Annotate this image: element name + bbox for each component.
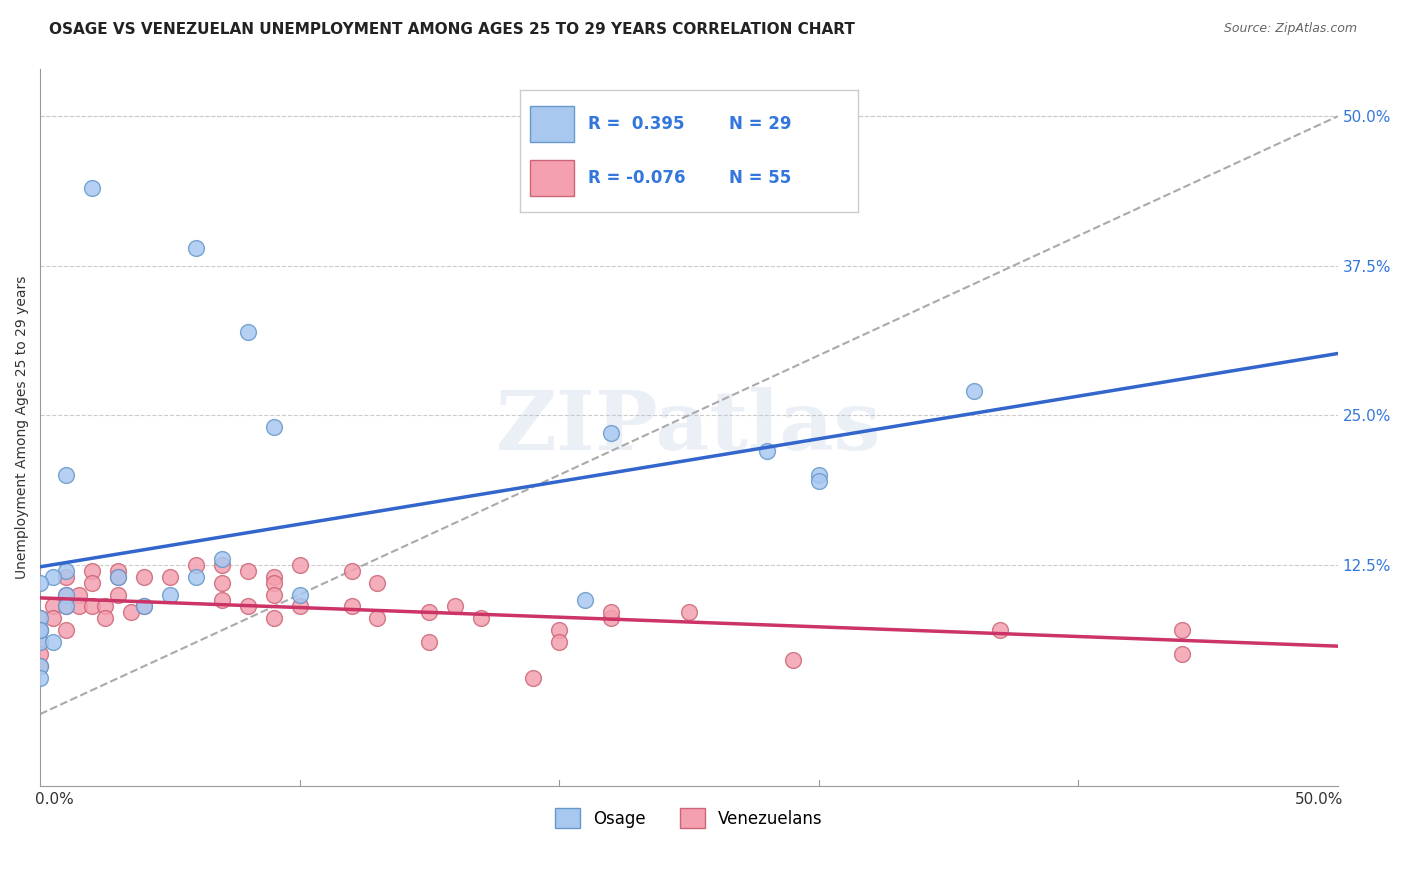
Point bbox=[94, 611, 117, 625]
Point bbox=[263, 611, 285, 625]
Point bbox=[80, 599, 103, 614]
Point bbox=[1171, 648, 1194, 662]
Point bbox=[80, 181, 103, 195]
Point bbox=[30, 659, 52, 673]
Point bbox=[600, 426, 623, 441]
Point bbox=[42, 599, 65, 614]
Point bbox=[132, 569, 155, 583]
Point bbox=[30, 635, 52, 649]
Point bbox=[107, 569, 129, 583]
Text: OSAGE VS VENEZUELAN UNEMPLOYMENT AMONG AGES 25 TO 29 YEARS CORRELATION CHART: OSAGE VS VENEZUELAN UNEMPLOYMENT AMONG A… bbox=[49, 22, 855, 37]
Point bbox=[988, 624, 1011, 638]
Point bbox=[211, 558, 233, 572]
Point bbox=[30, 624, 52, 638]
Point bbox=[288, 587, 311, 601]
Point bbox=[42, 611, 65, 625]
Point bbox=[263, 575, 285, 590]
Point bbox=[548, 635, 571, 649]
Point bbox=[807, 474, 830, 488]
Point bbox=[444, 599, 467, 614]
Point bbox=[1171, 624, 1194, 638]
Point bbox=[159, 587, 181, 601]
Point bbox=[42, 635, 65, 649]
Y-axis label: Unemployment Among Ages 25 to 29 years: Unemployment Among Ages 25 to 29 years bbox=[15, 276, 30, 579]
Point bbox=[211, 551, 233, 566]
Point bbox=[418, 635, 440, 649]
Point bbox=[80, 575, 103, 590]
Point bbox=[107, 564, 129, 578]
Point bbox=[55, 587, 77, 601]
Point bbox=[807, 467, 830, 482]
Point bbox=[107, 587, 129, 601]
Point bbox=[366, 611, 388, 625]
Point bbox=[522, 671, 544, 685]
Point bbox=[340, 599, 363, 614]
Point bbox=[132, 599, 155, 614]
Point bbox=[30, 611, 52, 625]
Point bbox=[211, 593, 233, 607]
Point bbox=[418, 606, 440, 620]
Point bbox=[67, 599, 90, 614]
Point bbox=[67, 587, 90, 601]
Point bbox=[107, 569, 129, 583]
Point bbox=[30, 671, 52, 685]
Point bbox=[600, 606, 623, 620]
Point bbox=[470, 611, 492, 625]
Point bbox=[132, 599, 155, 614]
Point bbox=[211, 575, 233, 590]
Point bbox=[30, 624, 52, 638]
Text: Source: ZipAtlas.com: Source: ZipAtlas.com bbox=[1223, 22, 1357, 36]
Point bbox=[263, 420, 285, 434]
Point bbox=[55, 569, 77, 583]
Point bbox=[55, 467, 77, 482]
Point bbox=[55, 564, 77, 578]
Point bbox=[55, 599, 77, 614]
Legend: Osage, Venezuelans: Osage, Venezuelans bbox=[548, 801, 830, 835]
Point bbox=[288, 558, 311, 572]
Point bbox=[55, 587, 77, 601]
Text: 0.0%: 0.0% bbox=[35, 792, 73, 806]
Point bbox=[55, 599, 77, 614]
Point bbox=[288, 599, 311, 614]
Text: ZIPatlas: ZIPatlas bbox=[496, 387, 882, 467]
Point bbox=[184, 241, 207, 255]
Point bbox=[30, 575, 52, 590]
Point bbox=[574, 593, 596, 607]
Text: 50.0%: 50.0% bbox=[1295, 792, 1343, 806]
Point bbox=[263, 569, 285, 583]
Point bbox=[755, 444, 778, 458]
Point bbox=[42, 569, 65, 583]
Point bbox=[30, 624, 52, 638]
Point bbox=[184, 558, 207, 572]
Point bbox=[366, 575, 388, 590]
Point bbox=[782, 653, 804, 667]
Point bbox=[30, 611, 52, 625]
Point bbox=[963, 384, 986, 399]
Point bbox=[236, 564, 259, 578]
Point bbox=[94, 599, 117, 614]
Point bbox=[184, 569, 207, 583]
Point bbox=[30, 659, 52, 673]
Point bbox=[340, 564, 363, 578]
Point bbox=[159, 569, 181, 583]
Point bbox=[80, 564, 103, 578]
Point bbox=[120, 606, 142, 620]
Point bbox=[236, 599, 259, 614]
Point bbox=[236, 325, 259, 339]
Point bbox=[30, 648, 52, 662]
Point bbox=[263, 587, 285, 601]
Point bbox=[600, 611, 623, 625]
Point bbox=[55, 624, 77, 638]
Point bbox=[548, 624, 571, 638]
Point bbox=[30, 635, 52, 649]
Point bbox=[678, 606, 700, 620]
